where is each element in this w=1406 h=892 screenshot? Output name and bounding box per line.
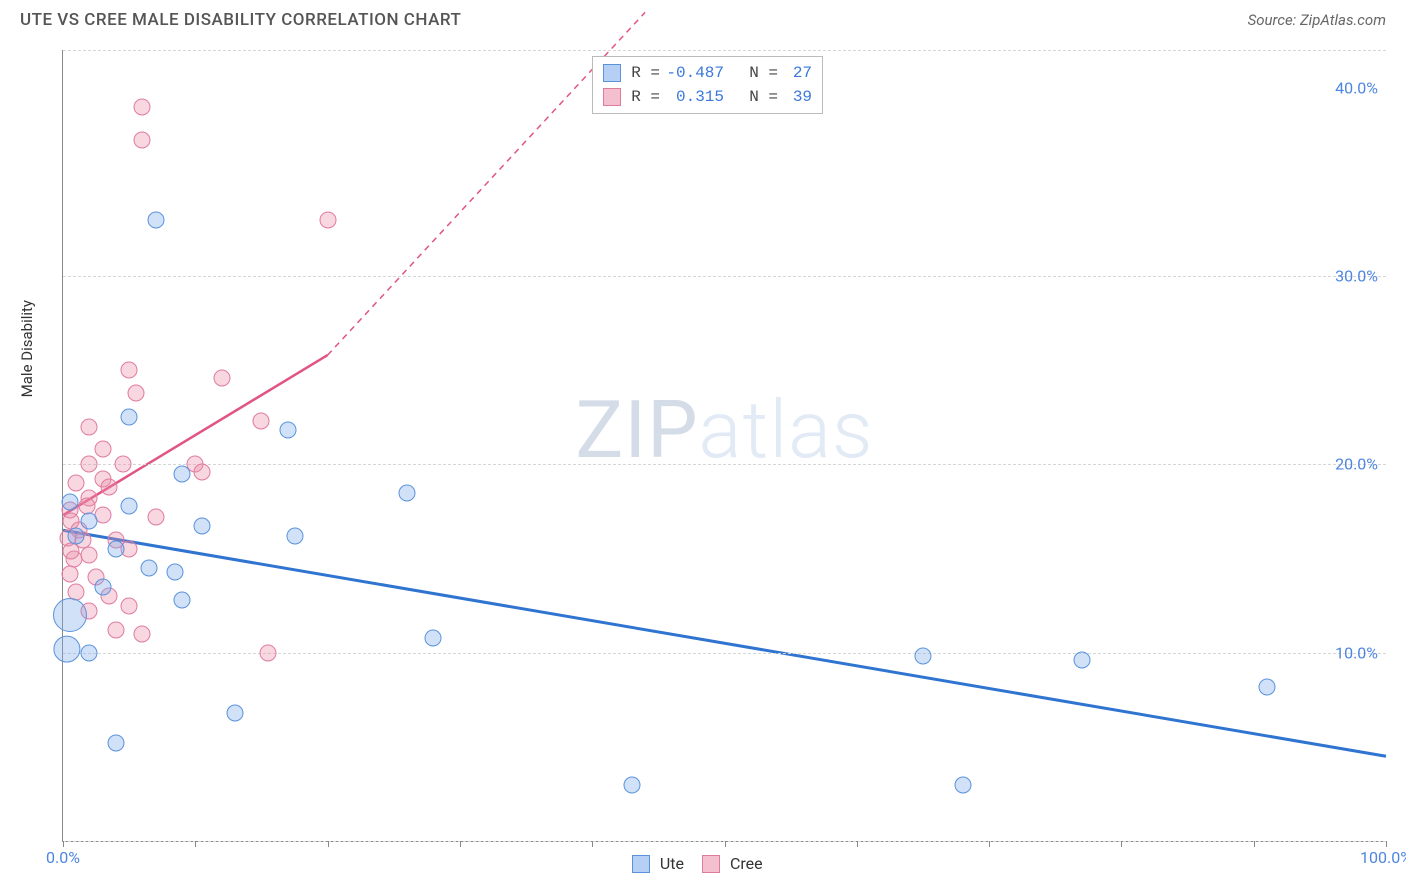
data-point-ute bbox=[121, 409, 138, 426]
data-point-cree bbox=[319, 211, 336, 228]
data-point-cree bbox=[101, 478, 118, 495]
x-tick bbox=[328, 841, 329, 847]
data-point-cree bbox=[114, 456, 131, 473]
n-value-cree: 39 bbox=[784, 85, 812, 109]
x-tick bbox=[195, 841, 196, 847]
x-tick-label: 100.0% bbox=[1360, 848, 1406, 867]
data-point-ute bbox=[1258, 678, 1275, 695]
stats-box: R = -0.487 N = 27 R = 0.315 N = 39 bbox=[592, 56, 823, 114]
data-point-cree bbox=[260, 644, 277, 661]
data-point-cree bbox=[134, 132, 151, 149]
data-point-ute bbox=[226, 704, 243, 721]
source-label: Source: ZipAtlas.com bbox=[1248, 11, 1386, 29]
x-tick bbox=[857, 841, 858, 847]
chart-container: Male Disability ZIPatlas R = -0.487 N = … bbox=[50, 50, 1386, 842]
data-point-cree bbox=[121, 597, 138, 614]
swatch-ute-icon bbox=[603, 64, 621, 82]
x-tick bbox=[1254, 841, 1255, 847]
n-value-ute: 27 bbox=[784, 61, 812, 85]
data-point-cree bbox=[61, 565, 78, 582]
data-point-ute bbox=[1073, 652, 1090, 669]
gridline bbox=[63, 276, 1386, 277]
data-point-ute bbox=[107, 541, 124, 558]
data-point-ute bbox=[167, 563, 184, 580]
data-point-cree bbox=[121, 362, 138, 379]
data-point-ute bbox=[140, 559, 157, 576]
data-point-ute bbox=[623, 776, 640, 793]
stats-row-ute: R = -0.487 N = 27 bbox=[603, 61, 812, 85]
legend-item-cree: Cree bbox=[702, 854, 763, 873]
data-point-cree bbox=[68, 475, 85, 492]
swatch-ute-icon bbox=[632, 855, 650, 873]
data-point-cree bbox=[134, 98, 151, 115]
data-point-ute bbox=[174, 591, 191, 608]
data-point-cree bbox=[147, 509, 164, 526]
data-point-cree bbox=[81, 456, 98, 473]
data-point-ute bbox=[954, 776, 971, 793]
data-point-ute bbox=[147, 211, 164, 228]
y-tick-label: 20.0% bbox=[1335, 455, 1378, 474]
data-point-ute bbox=[425, 629, 442, 646]
data-point-ute bbox=[121, 497, 138, 514]
x-tick bbox=[725, 841, 726, 847]
y-tick-label: 30.0% bbox=[1335, 267, 1378, 286]
x-tick-label: 0.0% bbox=[46, 848, 80, 867]
data-point-cree bbox=[134, 625, 151, 642]
swatch-cree-icon bbox=[603, 88, 621, 106]
r-value-cree: 0.315 bbox=[666, 85, 724, 109]
data-point-ute bbox=[398, 484, 415, 501]
stats-row-cree: R = 0.315 N = 39 bbox=[603, 85, 812, 109]
x-tick bbox=[592, 841, 593, 847]
bottom-legend: Ute Cree bbox=[632, 854, 763, 873]
data-point-cree bbox=[81, 546, 98, 563]
x-tick bbox=[1386, 841, 1387, 847]
data-point-ute bbox=[174, 465, 191, 482]
data-point-ute bbox=[81, 644, 98, 661]
data-point-ute bbox=[61, 494, 78, 511]
gridline bbox=[63, 50, 1386, 51]
data-point-cree bbox=[62, 542, 79, 559]
data-point-ute bbox=[81, 512, 98, 529]
gridline bbox=[63, 464, 1386, 465]
data-point-ute bbox=[107, 735, 124, 752]
y-tick-label: 10.0% bbox=[1335, 643, 1378, 662]
data-point-cree bbox=[107, 622, 124, 639]
y-axis-label: Male Disability bbox=[18, 300, 36, 397]
data-point-ute bbox=[68, 527, 85, 544]
legend-item-ute: Ute bbox=[632, 854, 684, 873]
data-point-ute bbox=[53, 635, 80, 662]
data-point-ute bbox=[53, 598, 87, 632]
data-point-ute bbox=[286, 527, 303, 544]
data-point-cree bbox=[81, 418, 98, 435]
data-point-ute bbox=[193, 518, 210, 535]
trend-lines bbox=[63, 50, 1386, 841]
r-value-ute: -0.487 bbox=[666, 61, 724, 85]
chart-title: UTE VS CREE MALE DISABILITY CORRELATION … bbox=[20, 10, 461, 30]
plot-area: ZIPatlas R = -0.487 N = 27 R = 0.315 N =… bbox=[62, 50, 1386, 842]
data-point-cree bbox=[193, 463, 210, 480]
x-tick bbox=[63, 841, 64, 847]
data-point-ute bbox=[279, 422, 296, 439]
data-point-cree bbox=[127, 384, 144, 401]
data-point-cree bbox=[213, 369, 230, 386]
data-point-ute bbox=[94, 578, 111, 595]
data-point-cree bbox=[253, 413, 270, 430]
y-tick-label: 40.0% bbox=[1335, 78, 1378, 97]
x-tick bbox=[460, 841, 461, 847]
watermark: ZIPatlas bbox=[575, 383, 873, 477]
data-point-ute bbox=[914, 648, 931, 665]
x-tick bbox=[989, 841, 990, 847]
swatch-cree-icon bbox=[702, 855, 720, 873]
data-point-cree bbox=[94, 441, 111, 458]
x-tick bbox=[1121, 841, 1122, 847]
